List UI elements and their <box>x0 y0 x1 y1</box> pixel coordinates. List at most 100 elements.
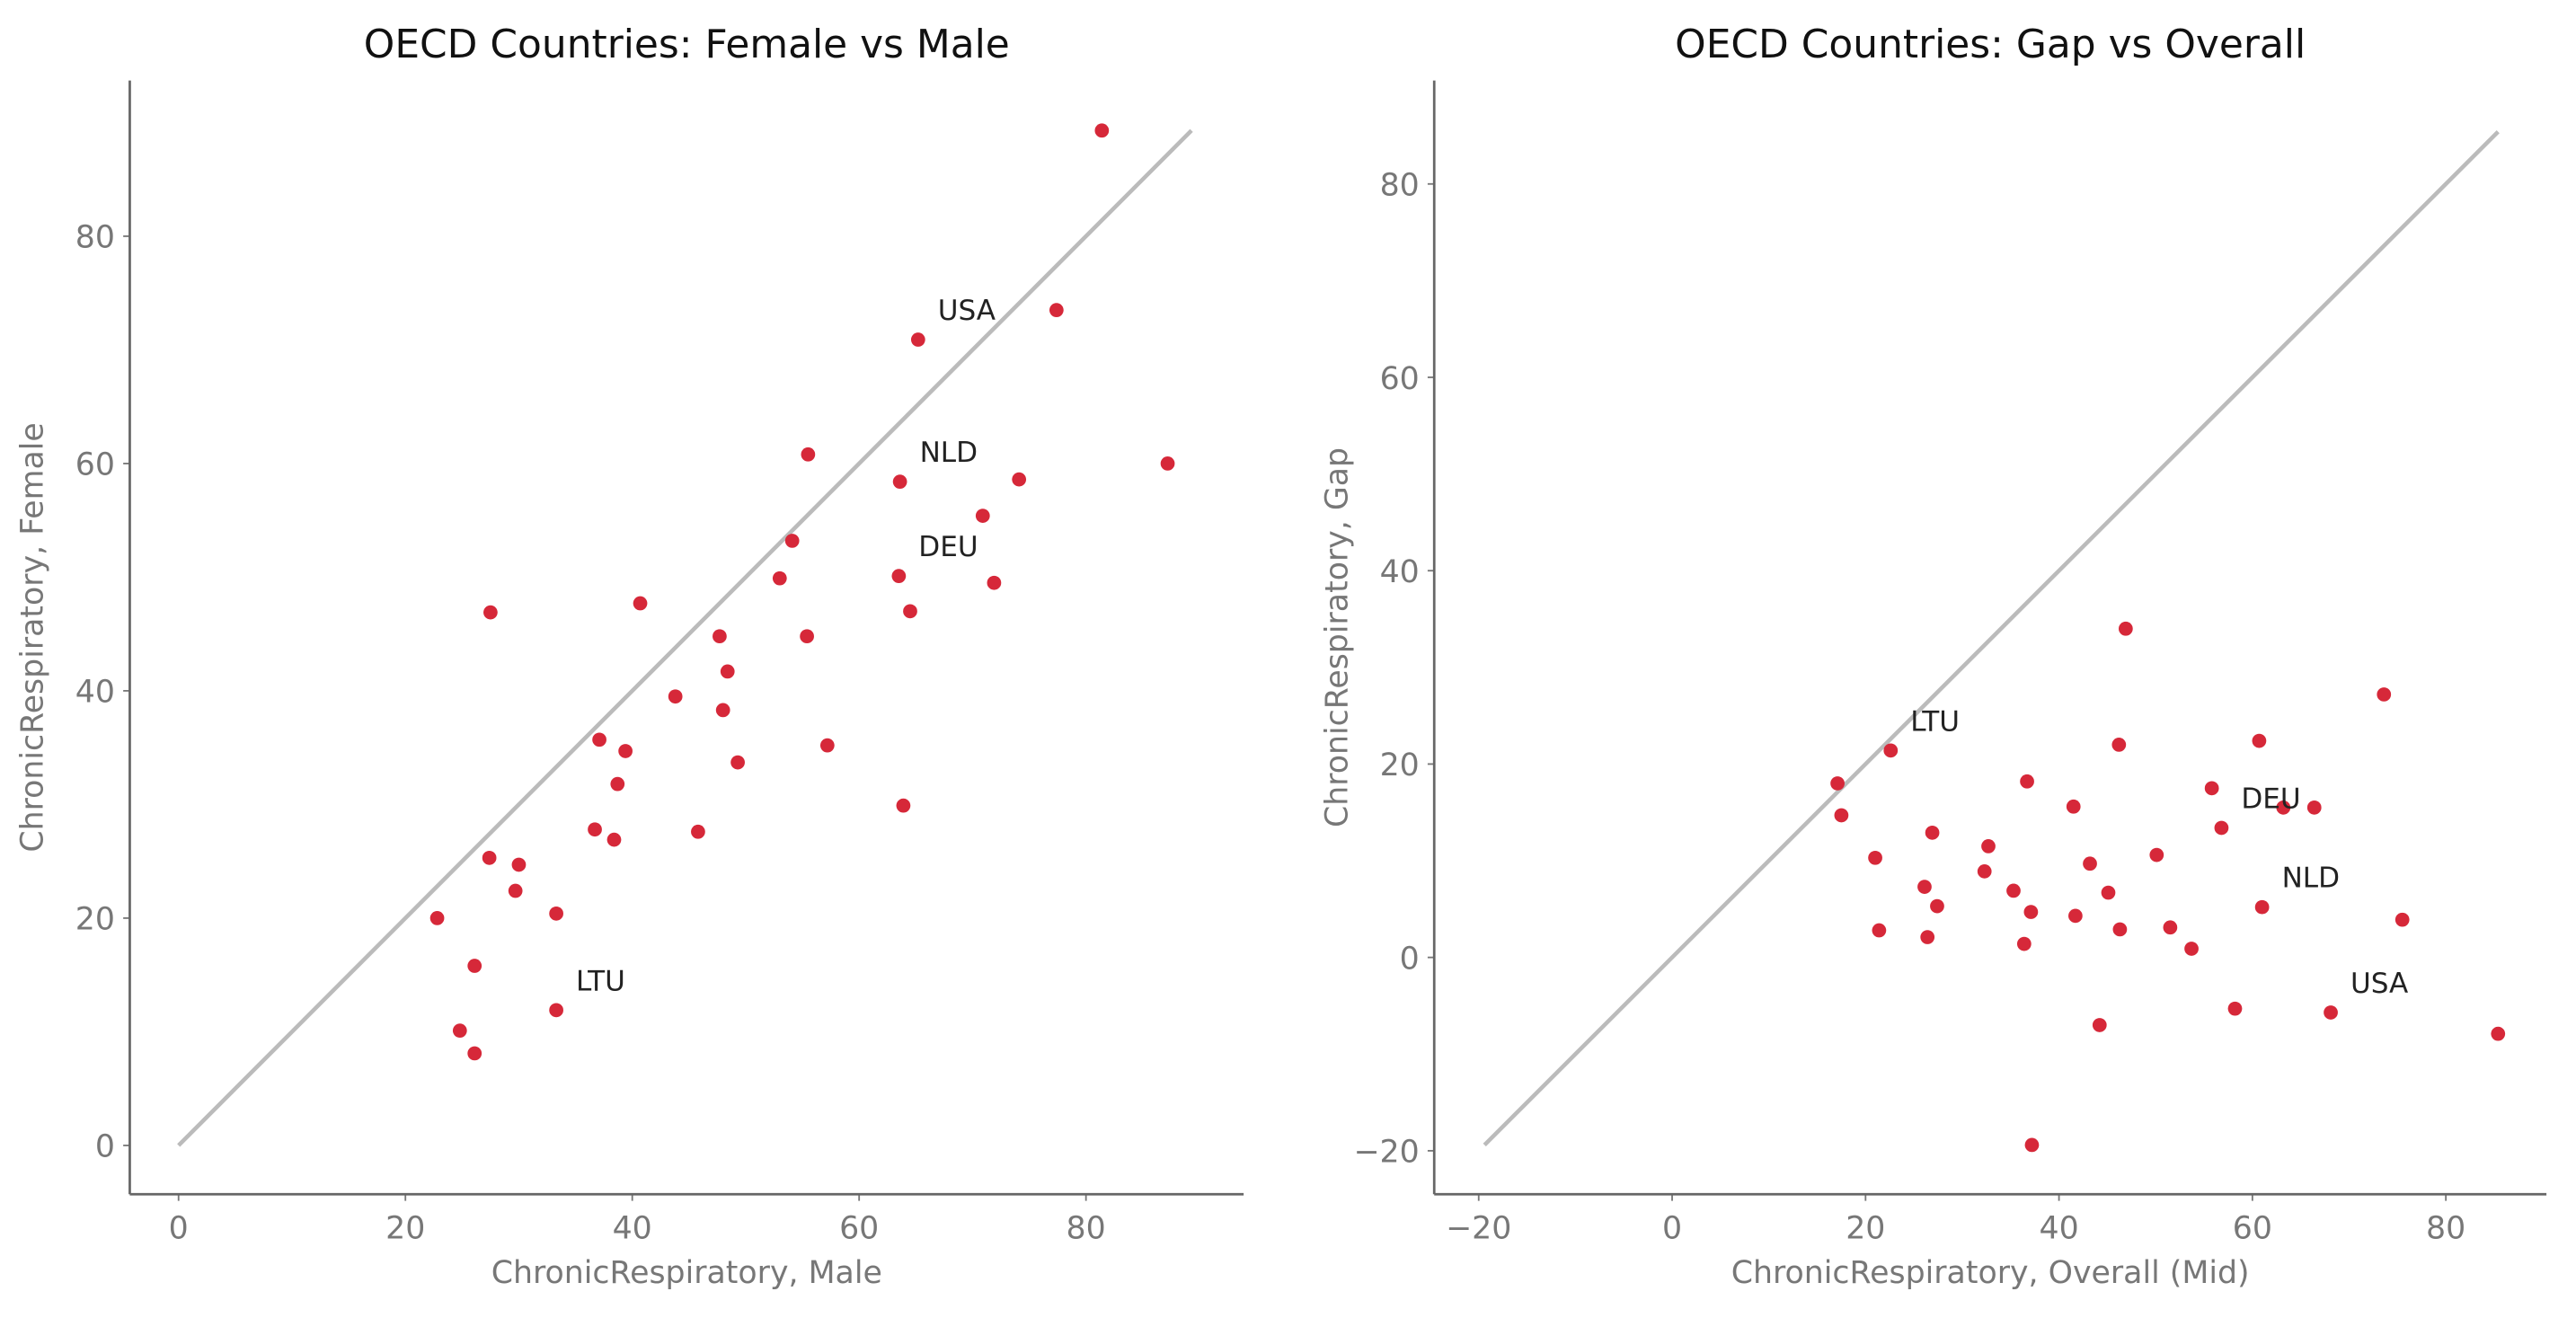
data-point <box>2118 621 2133 636</box>
data-point <box>2149 847 2164 862</box>
annotation: DEU <box>918 531 978 563</box>
data-point <box>592 732 606 747</box>
data-point <box>2276 800 2291 815</box>
data-point <box>2306 800 2322 815</box>
chart-title: OECD Countries: Gap vs Overall <box>1675 22 2306 67</box>
data-point <box>1920 930 1935 944</box>
annotation: LTU <box>1910 705 1960 738</box>
data-point <box>713 629 727 644</box>
x-tick-label: 40 <box>613 1211 652 1247</box>
x-tick-label: 80 <box>2426 1211 2465 1247</box>
y-tick-label: 40 <box>75 675 115 711</box>
data-point <box>819 738 835 753</box>
data-point <box>429 911 445 925</box>
data-point <box>618 744 633 758</box>
data-point <box>2092 1018 2107 1032</box>
data-point <box>2024 1137 2040 1153</box>
data-point <box>1930 898 1944 914</box>
x-tick-label: 0 <box>1662 1211 1682 1247</box>
chart-panel: OECD Countries: Female vs Male ChronicRes… <box>15 22 1244 1291</box>
y-axis-label: ChronicRespiratory, Gap <box>1319 447 1355 827</box>
data-point <box>2324 1005 2338 1020</box>
data-point <box>896 798 911 813</box>
data-point <box>2377 687 2392 702</box>
data-point <box>1977 864 1992 879</box>
y-tick-label: 80 <box>1380 168 1420 204</box>
x-axis-label: ChronicRespiratory, Overall (Mid) <box>1731 1255 2250 1291</box>
data-point <box>975 509 990 523</box>
data-point <box>467 959 482 973</box>
data-point <box>2083 856 2097 871</box>
data-point <box>549 906 563 921</box>
data-point <box>2023 905 2039 919</box>
data-point <box>2101 885 2116 900</box>
x-tick-label: −20 <box>1446 1211 1511 1247</box>
x-axis-label: ChronicRespiratory, Male <box>491 1255 882 1291</box>
y-tick-label: 60 <box>75 447 115 483</box>
data-point <box>2184 942 2199 956</box>
data-point <box>2016 936 2032 951</box>
data-point <box>610 776 625 792</box>
x-tick-label: 60 <box>2233 1211 2272 1247</box>
annotation: USA <box>2350 968 2408 1000</box>
data-point <box>1981 839 1996 854</box>
data-point <box>2214 820 2229 836</box>
data-point <box>2252 733 2267 748</box>
data-point <box>720 664 735 679</box>
data-point <box>1012 472 1027 487</box>
x-tick-label: 40 <box>2039 1211 2078 1247</box>
annotation: USA <box>938 295 996 327</box>
data-point <box>2204 781 2219 796</box>
data-point <box>2066 799 2081 814</box>
data-point <box>483 605 498 620</box>
data-point <box>800 629 814 644</box>
data-point <box>1160 456 1175 471</box>
data-point <box>1049 303 1064 318</box>
data-point <box>1830 776 1845 791</box>
data-point <box>1883 743 1899 758</box>
data-point <box>987 575 1002 590</box>
data-point <box>549 1003 563 1018</box>
data-point <box>2111 738 2127 752</box>
data-point <box>1868 850 1882 865</box>
data-point <box>467 1046 482 1061</box>
reference-line <box>1483 130 2500 1147</box>
data-point <box>1917 880 1932 894</box>
data-point <box>1834 808 1849 823</box>
data-point <box>588 822 602 837</box>
x-tick-label: 20 <box>385 1211 425 1247</box>
data-point <box>1094 123 1110 138</box>
data-point <box>1925 825 1940 840</box>
x-tick-label: 0 <box>169 1211 189 1247</box>
y-tick-label: 80 <box>75 220 115 256</box>
data-point <box>892 474 907 490</box>
data-point <box>2112 922 2128 937</box>
data-point <box>2006 883 2021 898</box>
data-point <box>508 883 523 898</box>
data-point <box>730 755 745 770</box>
data-point <box>606 832 622 847</box>
data-point <box>633 596 648 611</box>
data-point <box>1872 923 1887 938</box>
data-point <box>715 703 730 718</box>
y-tick-label: 20 <box>75 902 115 938</box>
annotation: DEU <box>2241 783 2300 816</box>
data-point <box>910 332 925 347</box>
annotation: NLD <box>2282 862 2341 895</box>
x-tick-label: 80 <box>1067 1211 1106 1247</box>
data-point <box>891 569 907 584</box>
y-tick-label: 0 <box>95 1129 115 1165</box>
y-tick-label: 60 <box>1380 361 1420 397</box>
data-point <box>2254 899 2270 915</box>
data-point <box>772 571 787 586</box>
y-axis-label: ChronicRespiratory, Female <box>15 422 51 852</box>
data-point <box>2227 1001 2243 1016</box>
data-point <box>801 447 816 462</box>
data-point <box>2068 908 2083 924</box>
chart-panel: OECD Countries: Gap vs Overall ChronicRes… <box>1319 22 2547 1291</box>
annotation: LTU <box>576 965 625 997</box>
y-tick-label: 20 <box>1380 747 1420 783</box>
data-point <box>2491 1026 2506 1041</box>
y-tick-label: 0 <box>1400 941 1420 977</box>
x-tick-label: 60 <box>839 1211 879 1247</box>
